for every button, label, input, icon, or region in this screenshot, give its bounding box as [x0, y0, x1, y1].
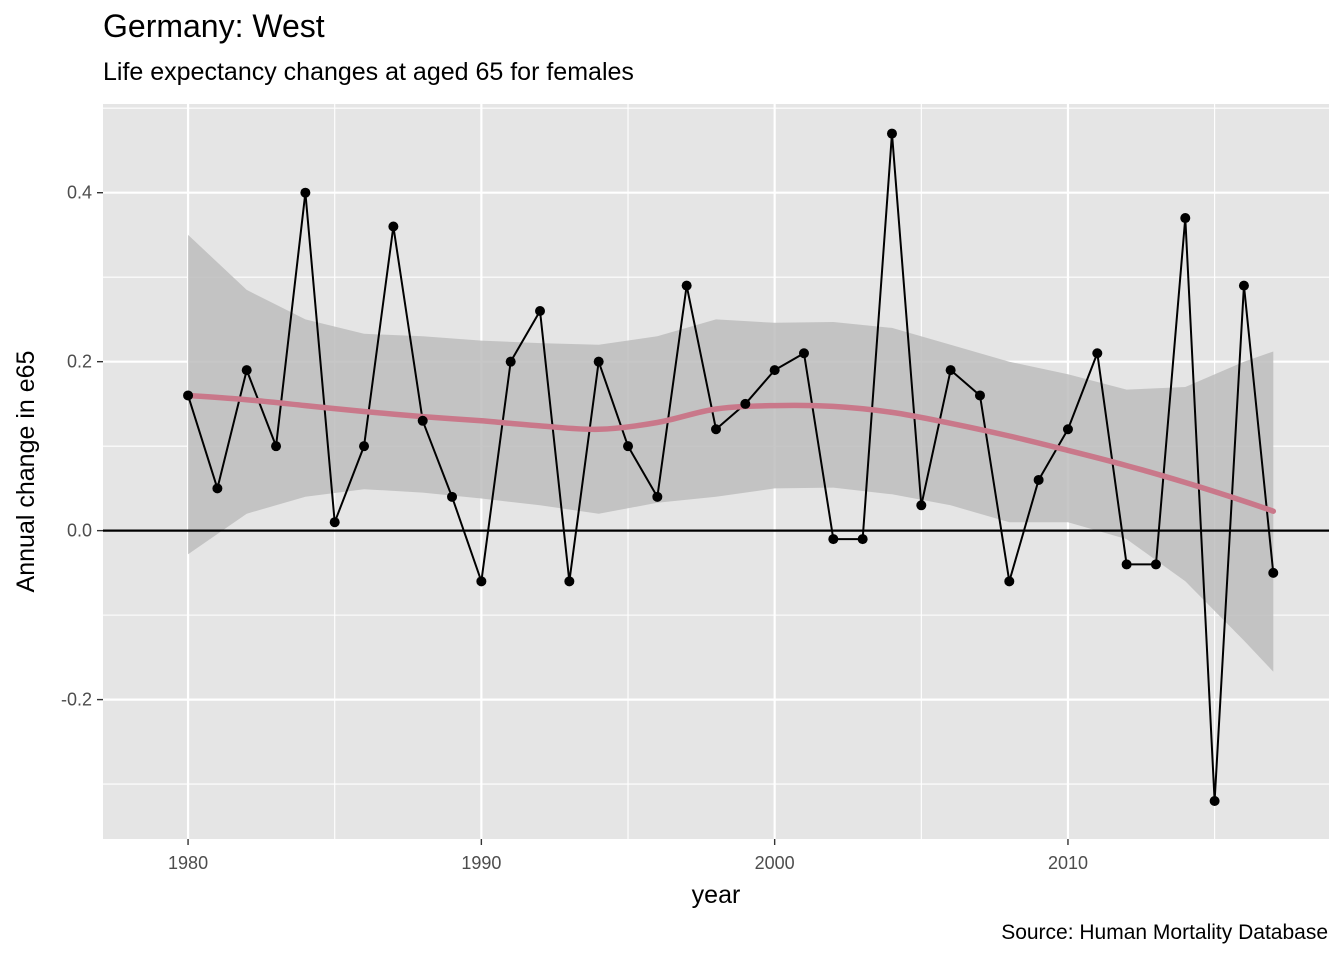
data-point [212, 483, 223, 494]
chart-title: Germany: West [103, 8, 325, 44]
series-segment [1242, 284, 1275, 574]
x-tick-label: 2010 [1048, 853, 1088, 873]
data-point [1004, 576, 1015, 587]
data-point [886, 128, 897, 139]
data-point [916, 500, 927, 511]
data-point [681, 280, 692, 291]
x-tick-label: 2000 [755, 853, 795, 873]
data-point [652, 491, 663, 502]
data-point [798, 348, 809, 359]
series-segment [392, 225, 424, 422]
series-segment [1037, 428, 1069, 481]
series-segment [539, 309, 571, 583]
series-segment [597, 360, 630, 448]
series-segment [949, 369, 981, 397]
data-point [1121, 559, 1132, 570]
y-tick-label: 0.2 [67, 352, 92, 372]
y-axis-title: Annual change in e65 [12, 351, 40, 593]
data-point [476, 576, 487, 587]
x-axis-title: year [692, 881, 741, 909]
series-segment [480, 360, 512, 583]
data-point [945, 365, 956, 376]
data-point [359, 441, 370, 452]
data-point [1180, 213, 1191, 224]
series-segment [1066, 352, 1099, 431]
data-point [241, 365, 252, 376]
data-point [505, 356, 516, 367]
series-segment [890, 132, 923, 507]
series-segment [978, 394, 1011, 583]
data-point [1150, 559, 1161, 570]
data-point [1268, 567, 1279, 578]
data-point [329, 517, 340, 528]
y-tick-label: 0.0 [67, 521, 92, 541]
data-point [1238, 280, 1249, 291]
x-tick-label: 1990 [461, 853, 501, 873]
series-segment [1213, 284, 1245, 802]
series-segment [333, 445, 366, 524]
data-points [183, 128, 1279, 806]
series-segment [451, 495, 483, 583]
confidence-ribbon [188, 234, 1274, 672]
series-segment [802, 352, 835, 541]
series-segment [1008, 478, 1040, 583]
y-axis-ticks: -0.2 0.0 0.2 0.4 [61, 183, 103, 710]
data-point [1092, 348, 1103, 359]
x-tick-label: 1980 [168, 853, 208, 873]
series-segment [773, 352, 805, 372]
data-point [535, 305, 546, 316]
data-point [300, 187, 311, 198]
data-point [623, 441, 634, 452]
data-point [447, 491, 458, 502]
series-segment [1184, 217, 1216, 802]
series-segment [509, 309, 542, 363]
data-point [271, 441, 282, 452]
series-segment [245, 369, 278, 448]
series-segment [744, 369, 776, 405]
series-segment [421, 419, 454, 498]
series-segment [861, 132, 893, 541]
series-segment [1154, 217, 1187, 566]
data-point [1033, 474, 1044, 485]
series-segment [216, 369, 248, 490]
data-point [564, 576, 575, 587]
series-segment [187, 394, 219, 490]
data-point [183, 390, 194, 401]
series-line-segments [187, 132, 1275, 802]
data-point [1062, 424, 1073, 435]
series-segment [568, 360, 600, 583]
series-segment [656, 284, 688, 498]
data-point [769, 365, 780, 376]
data-point [974, 390, 985, 401]
data-point [711, 424, 721, 435]
data-point [1209, 795, 1220, 806]
data-point [740, 398, 751, 409]
series-segment [920, 369, 952, 507]
data-point [388, 221, 399, 232]
series-segment [627, 445, 659, 498]
series-segment [304, 191, 336, 524]
y-tick-label: 0.4 [67, 183, 92, 203]
data-point [593, 356, 604, 367]
data-point [828, 534, 839, 545]
series-segment [685, 284, 717, 431]
x-axis-ticks: 1980 1990 2000 2010 [168, 839, 1088, 873]
source-caption: Source: Human Mortality Database [1001, 921, 1328, 944]
y-tick-label: -0.2 [61, 690, 92, 710]
data-point [857, 534, 868, 545]
chart-subtitle: Life expectancy changes at aged 65 for f… [103, 58, 634, 86]
data-point [417, 415, 428, 426]
